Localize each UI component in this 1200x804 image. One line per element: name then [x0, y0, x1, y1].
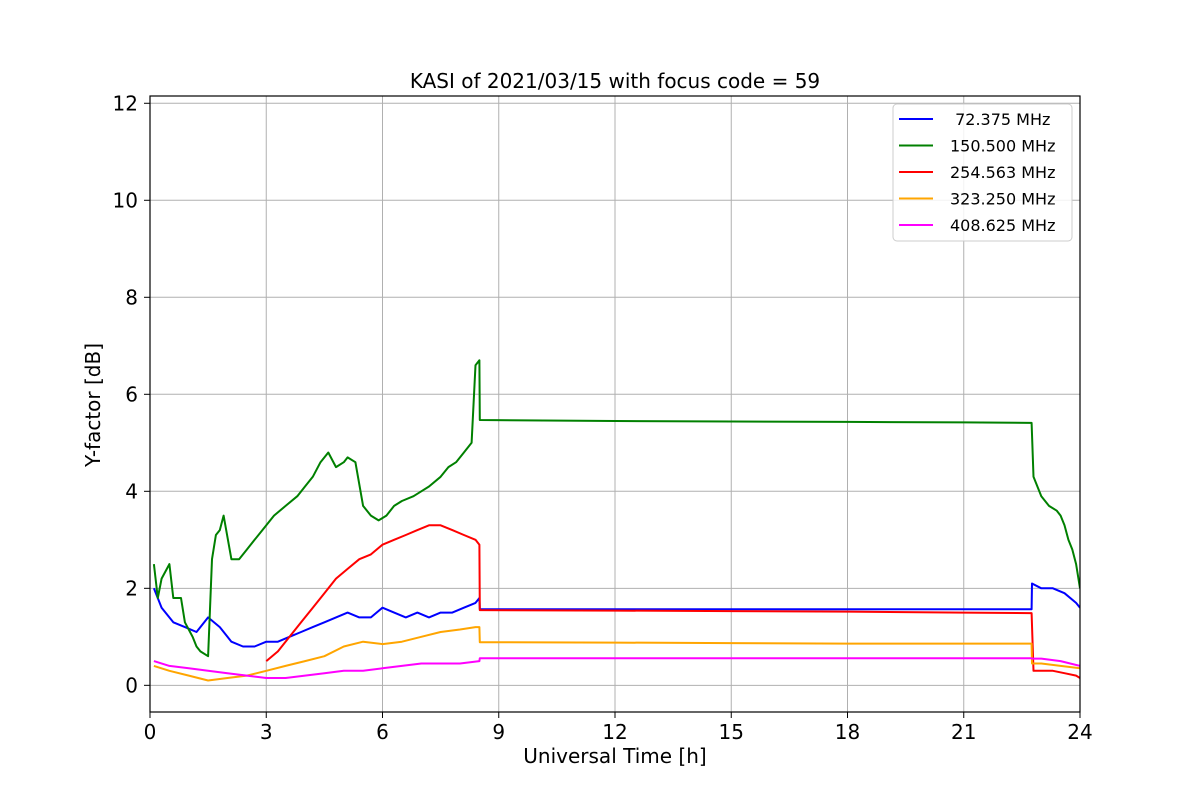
y-axis-label: Y-factor [dB]	[81, 343, 105, 468]
y-tick-label: 6	[125, 382, 138, 406]
x-tick-label: 6	[376, 720, 389, 744]
legend-label: 408.625 MHz	[950, 216, 1055, 235]
legend-label: 323.250 MHz	[950, 190, 1055, 209]
y-tick-label: 4	[125, 479, 138, 503]
x-tick-label: 21	[951, 720, 976, 744]
legend: 72.375 MHz 150.500 MHz 254.563 MHz 323.250 …	[892, 103, 1073, 242]
y-tick-label: 10	[113, 188, 138, 212]
chart-title: KASI of 2021/03/15 with focus code = 59	[410, 69, 820, 93]
x-tick-label: 9	[492, 720, 505, 744]
x-tick-label: 3	[260, 720, 273, 744]
legend-label: 150.500 MHz	[950, 137, 1055, 156]
y-tick-label: 2	[125, 576, 138, 600]
grid	[149, 96, 1081, 712]
series-line-2	[265, 524, 1080, 679]
series-line-3	[153, 626, 1080, 682]
x-axis-label: Universal Time [h]	[523, 744, 706, 768]
y-tick-label: 0	[125, 673, 138, 697]
x-tick-label: 24	[1067, 720, 1092, 744]
legend-label: 72.375 MHz	[950, 110, 1050, 129]
series-line-4	[153, 657, 1080, 679]
series-line-0	[152, 582, 1080, 648]
x-tick-label: 18	[835, 720, 860, 744]
x-tick-label: 0	[144, 720, 157, 744]
legend-label: 254.563 MHz	[950, 163, 1055, 182]
series-layer	[152, 359, 1080, 682]
series-line-1	[152, 359, 1080, 658]
y-tick-label: 12	[113, 91, 138, 115]
y-tick-label: 8	[125, 285, 138, 309]
legend-box	[892, 103, 1073, 242]
x-tick-label: 12	[602, 720, 627, 744]
x-tick-label: 15	[719, 720, 744, 744]
